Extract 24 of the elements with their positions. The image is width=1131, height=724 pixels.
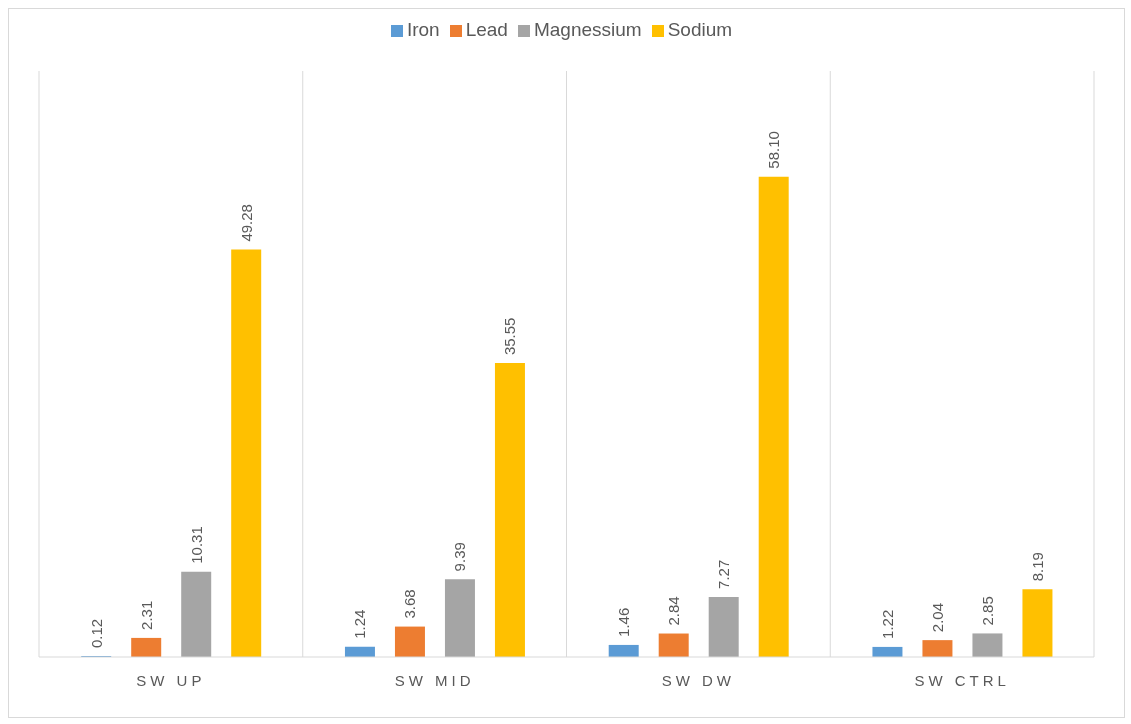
x-tick-label: SW DW bbox=[661, 671, 736, 689]
legend-label: Lead bbox=[465, 19, 508, 40]
legend-label: Magnessium bbox=[533, 19, 642, 40]
data-label: 7.27 bbox=[715, 559, 733, 589]
data-label: 3.68 bbox=[401, 589, 419, 619]
data-label: 2.04 bbox=[928, 602, 946, 633]
x-tick-label: SW CTRL bbox=[914, 671, 1010, 689]
legend-label: Sodium bbox=[667, 19, 733, 40]
data-label: 10.31 bbox=[187, 526, 205, 564]
data-label: 1.46 bbox=[615, 607, 633, 637]
data-label: 35.55 bbox=[501, 317, 519, 356]
data-label: 2.85 bbox=[978, 596, 996, 626]
data-label: 0.12 bbox=[87, 618, 105, 649]
x-tick-label: SW UP bbox=[136, 671, 206, 689]
data-label: 8.19 bbox=[1028, 552, 1046, 582]
data-label: 58.10 bbox=[765, 131, 783, 169]
data-label: 1.22 bbox=[878, 609, 896, 639]
x-tick-label: SW MID bbox=[394, 671, 475, 689]
data-label: 49.28 bbox=[237, 204, 255, 242]
data-label: 2.84 bbox=[665, 596, 683, 626]
data-label: 1.24 bbox=[351, 609, 369, 639]
legend-label: Iron bbox=[406, 19, 440, 40]
data-label: 2.31 bbox=[137, 600, 155, 630]
data-label: 9.39 bbox=[451, 542, 469, 572]
